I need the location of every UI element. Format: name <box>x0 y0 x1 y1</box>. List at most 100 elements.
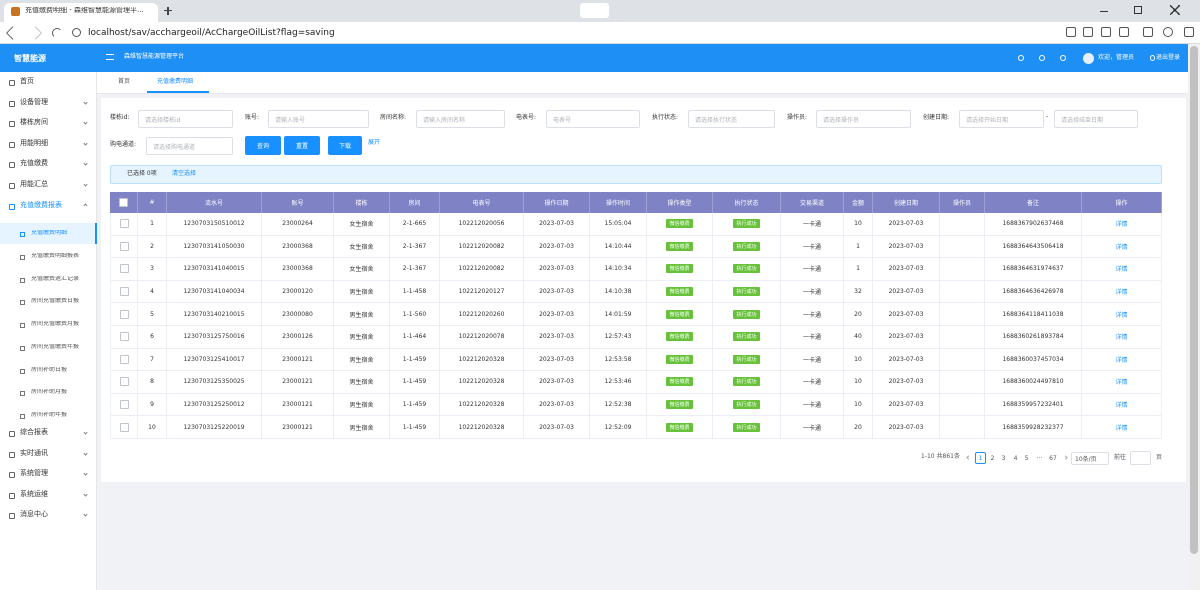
submenu-item[interactable]: 充值缴费退汇记录 <box>31 275 80 282</box>
menu-item[interactable]: 用能明细 <box>20 138 48 147</box>
menu-item[interactable]: 消息中心 <box>20 510 48 519</box>
detail-link[interactable]: 详情 <box>1115 266 1128 274</box>
filter-input[interactable]: 请选择操作员 <box>816 110 911 128</box>
row-checkbox[interactable] <box>119 287 129 297</box>
menu-toggle[interactable] <box>106 54 114 60</box>
filter-input[interactable]: 请选择开始日期 <box>959 110 1044 128</box>
table-cell: 7 <box>138 348 167 372</box>
status-tag: 执行成功 <box>733 241 760 251</box>
menu-icon <box>9 203 15 210</box>
page-number[interactable]: 67 <box>1049 454 1057 462</box>
cell-text: 2023-07-03 <box>888 401 924 409</box>
submenu-item[interactable]: 房间补助年报 <box>31 412 68 418</box>
clear-selection[interactable]: 清空选择 <box>172 170 197 177</box>
header-icon[interactable] <box>1018 55 1024 61</box>
cell-text: 男生宿舍 <box>349 334 374 342</box>
menu-item[interactable]: 实时通讯 <box>20 448 48 457</box>
page-number[interactable]: 5 <box>1024 454 1029 462</box>
tab-search[interactable] <box>580 3 609 18</box>
cell-text: 1688364631974637 <box>1002 265 1064 273</box>
cell-text: 5 <box>150 310 154 318</box>
detail-link[interactable]: 详情 <box>1115 334 1128 342</box>
goto-input[interactable] <box>1130 451 1151 465</box>
table-header: 操作 <box>1082 192 1162 213</box>
submenu-item[interactable]: 房间补助日报 <box>31 366 68 373</box>
table-cell: 执行成功 <box>713 213 781 236</box>
submenu-item[interactable]: 房间补助月报 <box>31 389 68 396</box>
page-tab[interactable]: 充值缴费明细 <box>157 78 194 85</box>
detail-link[interactable]: 详情 <box>1115 311 1128 319</box>
filter-input[interactable]: 请选择结束日期 <box>1054 110 1138 128</box>
menu-item[interactable]: 充值缴费报表 <box>20 200 62 209</box>
cell-text: 2023-07-03 <box>888 423 924 431</box>
detail-link[interactable]: 详情 <box>1115 221 1128 229</box>
row-checkbox[interactable] <box>119 241 129 251</box>
submenu-item[interactable]: 房间充值缴费月报 <box>31 321 80 327</box>
row-checkbox[interactable] <box>119 354 129 364</box>
table-cell: 12:57:43 <box>590 326 647 349</box>
detail-link[interactable]: 详情 <box>1115 379 1128 387</box>
button[interactable]: 重置 <box>284 136 320 155</box>
menu-item[interactable]: 首页 <box>20 77 34 85</box>
menu-item[interactable]: 楼栋房间 <box>20 118 48 127</box>
submenu-item[interactable]: 房间充值缴费年报 <box>31 343 80 350</box>
status-tag: 执行成功 <box>733 377 760 387</box>
table-cell: 12:52:38 <box>590 393 647 417</box>
url[interactable]: localhost/sav/acchargeoil/AcChargeOilLis… <box>88 28 335 38</box>
expand-link[interactable]: 展开 <box>368 139 381 146</box>
row-checkbox[interactable] <box>119 422 129 432</box>
page-number[interactable]: 4 <box>1013 454 1018 462</box>
browser-icon <box>1101 27 1111 37</box>
table-cell: 2023-07-03 <box>873 303 940 326</box>
menu-item[interactable]: 系统运维 <box>20 489 48 498</box>
row-checkbox[interactable] <box>119 377 129 387</box>
page-tab[interactable]: 首页 <box>118 78 131 85</box>
filter-input[interactable]: 请选择楼栋id <box>138 110 233 128</box>
page-number[interactable]: ··· <box>1036 454 1043 462</box>
logout[interactable]: 退出登录 <box>1156 54 1181 61</box>
detail-link[interactable]: 详情 <box>1115 243 1128 251</box>
filter-input[interactable]: 请输入账号 <box>268 110 369 128</box>
table-cell: 2023-07-03 <box>873 326 940 349</box>
type-tag: 微信缴费 <box>666 309 693 319</box>
header-icon[interactable] <box>1060 55 1066 61</box>
menu-item[interactable]: 系统管理 <box>20 469 48 478</box>
menu-item[interactable]: 用能汇总 <box>20 180 48 188</box>
button[interactable]: 下载 <box>328 136 362 155</box>
menu-item[interactable]: 设备管理 <box>20 97 48 106</box>
cell-text: 23000264 <box>282 220 313 228</box>
submenu-item[interactable]: 充值缴费明细报表 <box>31 252 80 259</box>
row-checkbox[interactable] <box>119 332 129 342</box>
row-checkbox[interactable] <box>119 219 129 229</box>
detail-link[interactable]: 详情 <box>1115 289 1128 297</box>
row-checkbox[interactable] <box>119 400 129 410</box>
detail-link[interactable]: 详情 <box>1115 424 1128 432</box>
table-header: 楼栋 <box>334 192 390 213</box>
page-number[interactable]: 3 <box>1001 454 1006 462</box>
menu-item[interactable]: 综合报表 <box>20 428 48 436</box>
table-cell: 执行成功 <box>713 303 781 326</box>
page-number[interactable]: 2 <box>990 454 995 462</box>
filter-input[interactable]: 电表号 <box>546 110 640 128</box>
cell-text: 1688364118411038 <box>1002 310 1064 318</box>
submenu-item[interactable]: 充值缴费明细 <box>31 230 68 236</box>
filter-input[interactable]: 请选择购电通道 <box>146 137 233 155</box>
filter-input[interactable]: 请选择执行状态 <box>688 110 775 128</box>
page-number[interactable]: 1 <box>975 452 986 464</box>
row-checkbox[interactable] <box>119 264 129 274</box>
page-size[interactable]: 10条/页 <box>1071 452 1109 465</box>
detail-link[interactable]: 详情 <box>1115 402 1128 410</box>
type-tag: 微信缴费 <box>666 377 693 387</box>
submenu-item[interactable]: 房间充值缴费日报 <box>31 298 80 305</box>
row-checkbox[interactable] <box>119 309 129 319</box>
tab-title[interactable]: 充值缴费明细 - 森维智慧能源管理平... <box>25 7 144 14</box>
detail-link[interactable]: 详情 <box>1115 356 1128 364</box>
cell-text: 2 <box>150 242 154 250</box>
user-name[interactable]: 欢迎，管理员 <box>1098 54 1135 61</box>
filter-input[interactable]: 请输入房间名称 <box>416 110 505 128</box>
reload-button[interactable] <box>52 28 62 38</box>
button[interactable]: 查询 <box>245 136 281 155</box>
menu-item[interactable]: 充值缴费 <box>20 159 48 168</box>
header-icon[interactable] <box>1039 55 1045 61</box>
cell-text: 一卡通 <box>802 356 821 364</box>
